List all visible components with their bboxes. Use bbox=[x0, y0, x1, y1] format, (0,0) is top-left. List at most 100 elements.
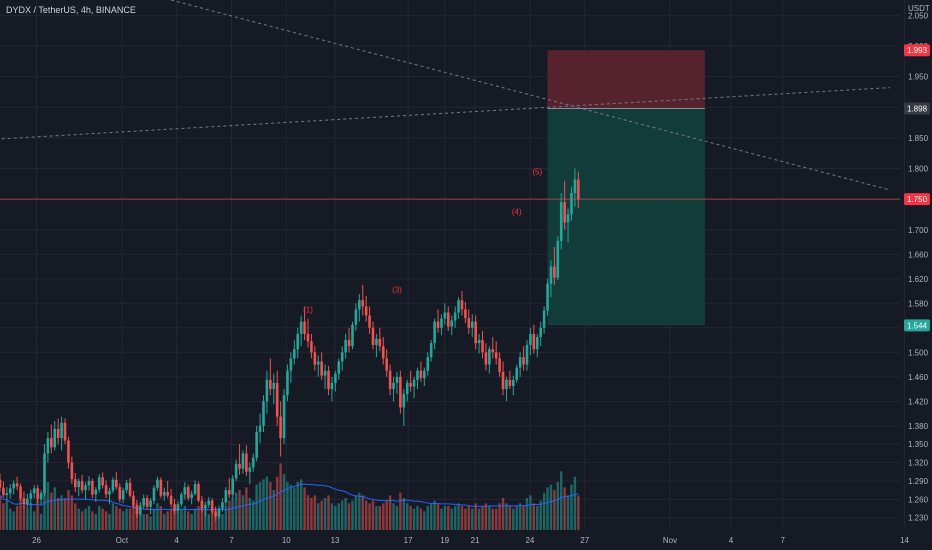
candle-body[interactable] bbox=[234, 463, 238, 479]
candle-body[interactable] bbox=[227, 490, 231, 495]
candle-body[interactable] bbox=[470, 321, 474, 328]
candle-body[interactable] bbox=[224, 490, 228, 503]
candle-body[interactable] bbox=[169, 495, 173, 505]
candle-body[interactable] bbox=[241, 453, 245, 469]
candle-body[interactable] bbox=[446, 312, 450, 327]
candle-body[interactable] bbox=[60, 422, 63, 439]
position-zones[interactable] bbox=[547, 50, 705, 326]
candle-body[interactable] bbox=[563, 202, 566, 223]
candle-body[interactable] bbox=[573, 179, 577, 194]
candle-body[interactable] bbox=[8, 488, 12, 494]
candle-body[interactable] bbox=[19, 486, 22, 499]
candle-body[interactable] bbox=[135, 505, 139, 515]
candle-body[interactable] bbox=[460, 300, 464, 310]
candle-body[interactable] bbox=[505, 379, 508, 390]
candle-body[interactable] bbox=[368, 315, 371, 328]
candle-body[interactable] bbox=[535, 336, 539, 350]
candle-body[interactable] bbox=[77, 480, 81, 488]
candle-body[interactable] bbox=[186, 487, 190, 499]
candle-body[interactable] bbox=[80, 480, 84, 491]
stop-loss-zone[interactable] bbox=[547, 50, 705, 109]
candle-body[interactable] bbox=[467, 318, 471, 328]
candle-body[interactable] bbox=[26, 498, 29, 505]
candles[interactable] bbox=[0, 168, 580, 521]
candle-body[interactable] bbox=[337, 361, 341, 374]
candle-body[interactable] bbox=[183, 487, 187, 495]
candle-body[interactable] bbox=[12, 483, 15, 489]
candle-body[interactable] bbox=[255, 431, 258, 458]
candle-body[interactable] bbox=[282, 395, 286, 439]
candle-body[interactable] bbox=[15, 483, 19, 487]
candle-body[interactable] bbox=[381, 346, 385, 359]
candle-body[interactable] bbox=[251, 457, 255, 468]
candle-body[interactable] bbox=[409, 382, 412, 387]
candle-body[interactable] bbox=[457, 300, 460, 313]
candle-body[interactable] bbox=[388, 370, 392, 390]
candle-body[interactable] bbox=[231, 478, 234, 495]
candle-body[interactable] bbox=[5, 493, 9, 496]
candle-body[interactable] bbox=[501, 371, 505, 390]
candle-body[interactable] bbox=[269, 379, 272, 390]
candle-body[interactable] bbox=[29, 493, 33, 499]
candle-body[interactable] bbox=[518, 357, 522, 368]
candle-body[interactable] bbox=[32, 488, 36, 494]
candle-body[interactable] bbox=[214, 511, 217, 517]
candle-body[interactable] bbox=[474, 321, 477, 344]
candle-body[interactable] bbox=[36, 488, 39, 500]
candle-body[interactable] bbox=[265, 379, 269, 402]
candle-body[interactable] bbox=[142, 498, 146, 506]
candle-body[interactable] bbox=[515, 367, 519, 380]
candle-body[interactable] bbox=[67, 440, 70, 463]
candle-body[interactable] bbox=[310, 341, 313, 353]
candle-body[interactable] bbox=[204, 504, 207, 509]
candle-body[interactable] bbox=[323, 370, 327, 376]
candle-body[interactable] bbox=[532, 333, 536, 350]
candle-body[interactable] bbox=[423, 370, 426, 379]
candle-body[interactable] bbox=[395, 376, 399, 383]
candle-body[interactable] bbox=[139, 505, 142, 515]
candle-body[interactable] bbox=[279, 416, 282, 439]
candle-body[interactable] bbox=[56, 428, 60, 439]
candle-body[interactable] bbox=[104, 485, 108, 495]
candle-body[interactable] bbox=[556, 240, 560, 278]
candle-body[interactable] bbox=[2, 487, 5, 496]
candle-body[interactable] bbox=[344, 340, 347, 353]
candle-body[interactable] bbox=[577, 179, 580, 200]
candle-body[interactable] bbox=[73, 479, 77, 488]
candle-body[interactable] bbox=[354, 309, 358, 325]
candle-body[interactable] bbox=[566, 214, 570, 223]
candle-body[interactable] bbox=[210, 500, 214, 512]
candle-body[interactable] bbox=[440, 318, 443, 328]
candle-body[interactable] bbox=[347, 340, 351, 347]
time-axis[interactable]: 26Oct4710131719212427Nov471417 bbox=[32, 536, 932, 545]
candle-body[interactable] bbox=[494, 352, 498, 359]
candle-body[interactable] bbox=[498, 358, 501, 372]
candle-body[interactable] bbox=[217, 508, 221, 517]
candle-body[interactable] bbox=[84, 485, 87, 491]
candle-body[interactable] bbox=[303, 321, 306, 334]
candle-body[interactable] bbox=[63, 422, 67, 441]
candle-body[interactable] bbox=[549, 266, 553, 284]
candle-body[interactable] bbox=[385, 358, 388, 371]
candle-body[interactable] bbox=[334, 373, 337, 383]
candle-body[interactable] bbox=[248, 467, 252, 472]
candle-body[interactable] bbox=[443, 312, 447, 319]
candle-body[interactable] bbox=[50, 438, 53, 448]
candle-body[interactable] bbox=[162, 492, 166, 496]
candle-body[interactable] bbox=[166, 492, 169, 496]
candle-body[interactable] bbox=[156, 479, 159, 488]
candle-body[interactable] bbox=[450, 320, 454, 327]
candle-body[interactable] bbox=[125, 482, 128, 491]
candle-body[interactable] bbox=[392, 382, 395, 390]
candle-body[interactable] bbox=[364, 306, 368, 316]
candle-body[interactable] bbox=[118, 487, 122, 500]
candle-body[interactable] bbox=[53, 428, 57, 448]
candle-body[interactable] bbox=[190, 493, 193, 499]
candle-body[interactable] bbox=[316, 361, 320, 365]
candle-body[interactable] bbox=[121, 490, 125, 500]
candle-body[interactable] bbox=[238, 463, 241, 469]
candle-body[interactable] bbox=[477, 340, 481, 344]
candle-body[interactable] bbox=[436, 321, 440, 328]
candle-body[interactable] bbox=[358, 300, 361, 310]
